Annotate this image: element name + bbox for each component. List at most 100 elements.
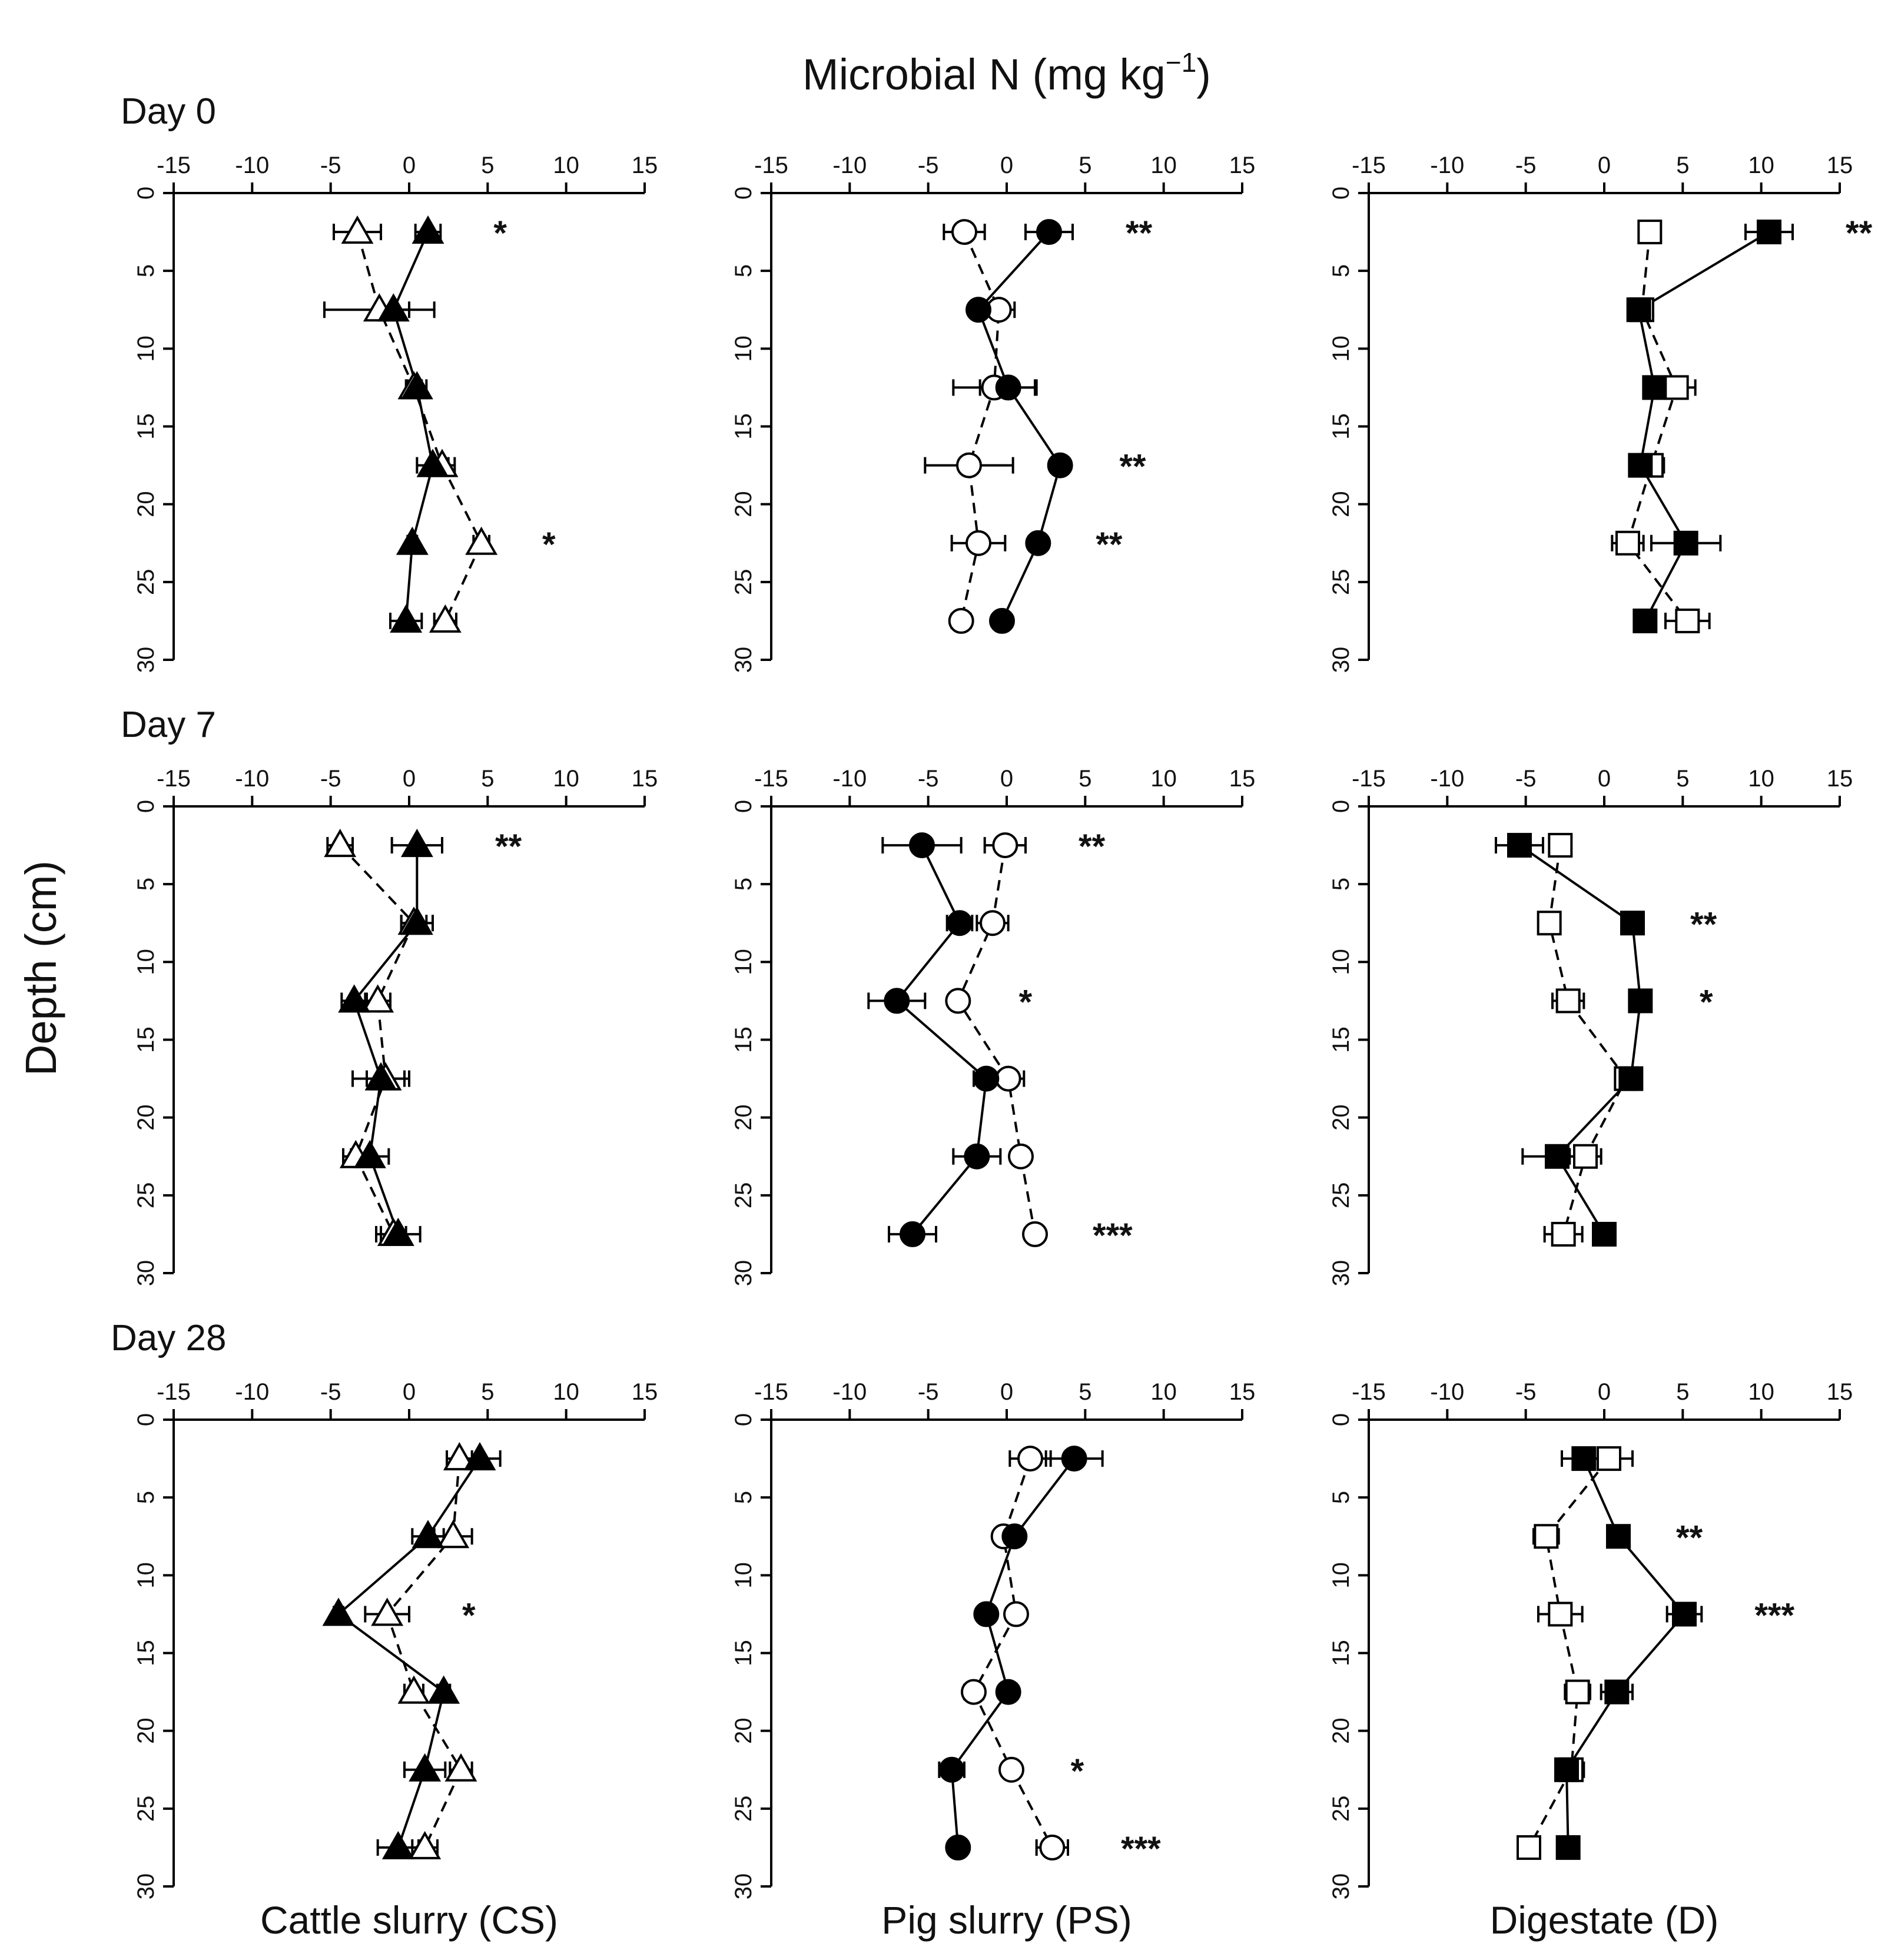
y-tick-label: 30 — [133, 647, 159, 673]
y-tick-label: 30 — [1328, 1873, 1354, 1900]
x-tick-label: -5 — [918, 766, 939, 792]
significance-label: * — [542, 526, 556, 564]
data-point-filled — [1555, 1835, 1581, 1860]
series-line-open — [339, 844, 416, 1235]
data-point-filled — [1001, 1523, 1028, 1550]
y-tick-label: 5 — [1328, 1491, 1354, 1504]
y-tick-label: 25 — [1328, 1182, 1354, 1209]
data-point-filled — [1633, 608, 1658, 633]
data-point-filled — [1672, 1602, 1697, 1627]
data-point-filled — [945, 1834, 971, 1861]
data-point-filled — [381, 1831, 414, 1859]
figure-title: Microbial N (mg kg−1) — [802, 47, 1211, 99]
x-tick-label: -15 — [754, 152, 788, 178]
y-tick-label: 15 — [731, 1640, 756, 1666]
data-point-open — [1537, 911, 1562, 936]
x-tick-label: -5 — [918, 1379, 939, 1405]
x-tick-label: -10 — [832, 152, 867, 178]
day-label: Day 7 — [121, 705, 216, 745]
data-point-open — [371, 1597, 404, 1626]
y-tick-label: 20 — [1328, 1104, 1354, 1131]
x-tick-label: -15 — [1352, 1379, 1386, 1405]
data-point-open — [341, 215, 374, 244]
data-point-open — [998, 1756, 1024, 1783]
data-point-filled — [322, 1597, 355, 1626]
data-point-filled — [390, 604, 423, 633]
data-point-open — [1615, 530, 1640, 556]
x-tick-label: -10 — [1430, 1379, 1464, 1405]
x-tick-label: -10 — [832, 766, 867, 792]
x-tick-label: -10 — [1430, 152, 1464, 178]
data-point-open — [956, 452, 982, 479]
y-tick-label: 10 — [731, 949, 756, 975]
significance-label: *** — [1121, 1830, 1161, 1868]
data-point-open — [1022, 1221, 1048, 1247]
y-tick-label: 20 — [133, 1104, 159, 1131]
data-point-open — [397, 1675, 430, 1704]
x-tick-label: 10 — [1150, 1379, 1177, 1405]
data-point-open — [443, 1442, 476, 1471]
significance-label: *** — [1754, 1596, 1794, 1635]
significance-label: * — [1700, 983, 1713, 1021]
x-tick-label: 15 — [1827, 1379, 1853, 1405]
panel-day7-col1: -15 -10 -5 0 5 10 15 0 5 10 15 20 25 30 ** Day 7 — [121, 705, 658, 1286]
y-tick-label: 30 — [133, 1873, 159, 1900]
data-point-filled — [412, 1520, 444, 1549]
data-point-open — [1637, 220, 1663, 245]
series-line-open — [1626, 231, 1688, 622]
data-point-filled — [400, 906, 433, 935]
data-point-filled — [364, 1062, 397, 1091]
y-tick-label: 5 — [133, 1491, 159, 1504]
data-point-open — [1017, 1446, 1043, 1472]
data-point-open — [465, 526, 498, 555]
data-point-open — [995, 1065, 1021, 1092]
data-point-filled — [409, 1753, 442, 1782]
panel-day0-col3: -15 -10 -5 0 5 10 15 0 5 10 15 20 25 30 ** — [1328, 152, 1873, 673]
y-tick-label: 20 — [133, 1718, 159, 1744]
significance-label: ** — [1079, 828, 1106, 866]
y-tick-label: 0 — [731, 800, 756, 813]
day-label: Day 0 — [121, 91, 216, 132]
data-point-filled — [1554, 1757, 1579, 1782]
y-tick-label: 5 — [133, 878, 159, 891]
x-tick-label: 5 — [481, 766, 494, 792]
data-point-filled — [964, 1143, 990, 1170]
y-tick-label: 10 — [1328, 1562, 1354, 1589]
series-line-filled — [1637, 231, 1770, 622]
series-line-filled — [392, 231, 434, 622]
panel-day28-col1: -15 -10 -5 0 5 10 15 0 5 10 15 20 25 30 * Day 28 Cattle … — [111, 1318, 658, 1942]
data-point-open — [965, 530, 991, 556]
x-tick-label: 5 — [481, 152, 494, 178]
data-point-open — [948, 607, 974, 634]
series-line-filled — [336, 1457, 481, 1848]
x-tick-label: -15 — [157, 1379, 191, 1405]
y-tick-label: 5 — [1328, 878, 1354, 891]
y-tick-label: 25 — [731, 1796, 756, 1822]
x-tick-label: 15 — [1229, 766, 1256, 792]
x-tick-label: 5 — [481, 1379, 494, 1405]
data-point-open — [444, 1753, 477, 1782]
y-tick-label: 30 — [133, 1260, 159, 1287]
y-tick-label: 15 — [1328, 413, 1354, 440]
x-tick-label: -10 — [832, 1379, 867, 1405]
data-point-open — [980, 910, 1006, 936]
series-line-filled — [895, 845, 988, 1235]
x-tick-label: 0 — [1598, 1379, 1611, 1405]
y-tick-label: 0 — [1328, 1413, 1354, 1426]
x-tick-label: 0 — [1000, 1379, 1013, 1405]
significance-label: ** — [1126, 214, 1153, 253]
data-point-filled — [1628, 453, 1653, 478]
y-axis-label: Depth (cm) — [16, 861, 65, 1076]
y-tick-label: 0 — [731, 1413, 756, 1426]
data-point-filled — [381, 1217, 414, 1246]
x-tick-label: -15 — [157, 766, 191, 792]
y-tick-label: 25 — [1328, 1796, 1354, 1822]
data-point-filled — [938, 1756, 965, 1783]
x-tick-label: -5 — [320, 152, 341, 178]
data-point-open — [1008, 1143, 1034, 1170]
series-line-filled — [1565, 1458, 1686, 1848]
data-point-open — [945, 988, 971, 1014]
y-tick-label: 15 — [731, 1026, 756, 1053]
